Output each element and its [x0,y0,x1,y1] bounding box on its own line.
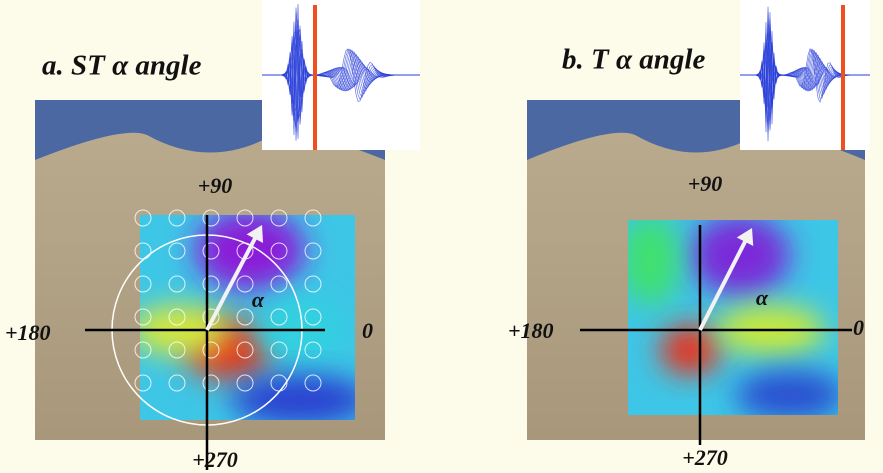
label-right: 0 [362,318,373,343]
panel-title: b. T α angle [562,44,705,76]
heat-blob [735,370,845,420]
panel-title: a. ST α angle [42,50,202,82]
heat-blob [660,325,720,375]
label-bottom: +270 [192,447,238,472]
label-right: 0 [853,315,864,340]
label-angle: α [252,287,265,312]
label-top: +90 [198,173,233,198]
label-left: +180 [508,318,554,343]
heat-blob [620,215,680,305]
heat-blob [230,375,370,425]
label-left: +180 [5,320,51,345]
label-angle: α [756,285,769,310]
label-top: +90 [688,171,723,196]
heatmap [130,210,370,425]
label-bottom: +270 [682,445,728,470]
panel: b. T α angle +90 +180 0 +270 α [508,0,870,470]
heatmap [620,215,845,420]
figure: a. ST α angle +90 +180 0 +270 α b. T α angle +9… [0,0,883,473]
